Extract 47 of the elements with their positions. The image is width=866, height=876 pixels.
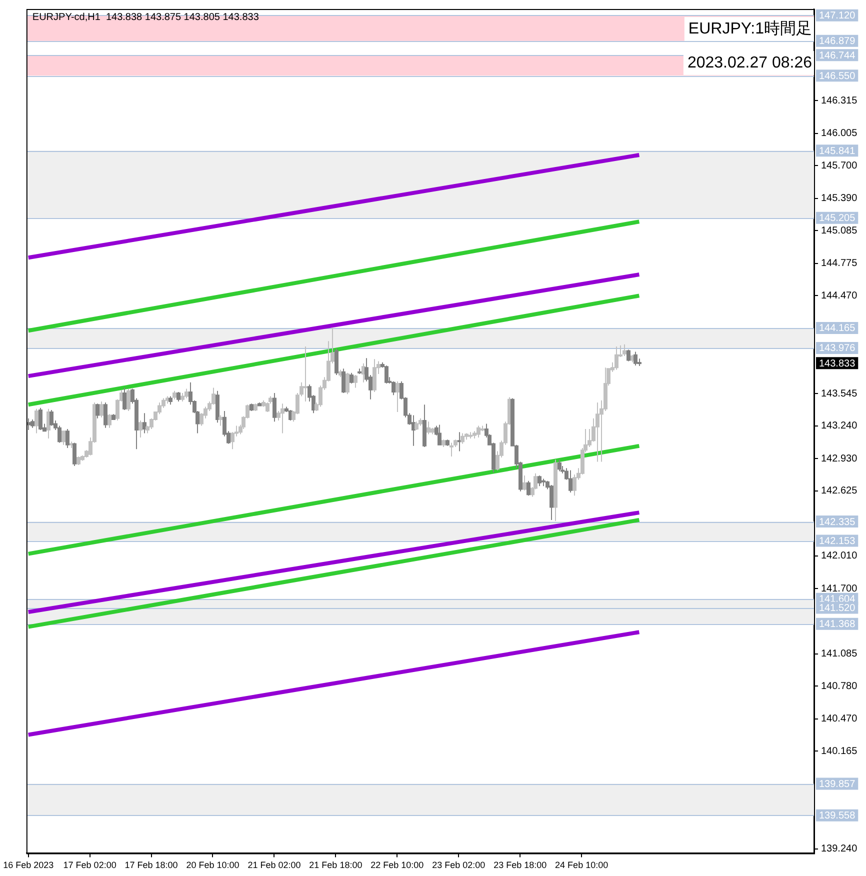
y-tick-label: 140.780 [821, 680, 858, 692]
ref-line-label: 144.165 [819, 323, 856, 334]
ref-line-label: 139.857 [819, 778, 856, 790]
ref-line-label: 146.744 [819, 50, 856, 62]
y-tick-label: 141.700 [821, 583, 858, 594]
y-tick-label: 145.700 [821, 160, 858, 172]
x-tick-label: 17 Feb 02:00 [63, 860, 116, 870]
y-tick-label: 144.470 [821, 290, 858, 302]
x-tick-label: 16 Feb 2023 [3, 860, 54, 870]
y-tick-label: 145.390 [821, 193, 858, 204]
ref-line-label: 142.153 [819, 536, 856, 548]
y-tick-label: 143.240 [821, 420, 858, 432]
ref-line-label: 146.550 [819, 70, 856, 82]
x-tick-label: 24 Feb 10:00 [555, 860, 608, 870]
x-tick-label: 21 Feb 18:00 [309, 860, 362, 870]
ref-line-label: 146.879 [819, 36, 856, 48]
y-tick-label: 144.775 [821, 258, 858, 270]
ref-line-label: 141.368 [819, 619, 856, 630]
y-tick-label: 142.930 [821, 453, 858, 464]
ref-line-label: 145.841 [819, 146, 856, 157]
x-tick-label: 23 Feb 02:00 [432, 860, 486, 870]
ref-line-label: 145.205 [819, 213, 856, 224]
y-tick-label: 142.625 [821, 486, 858, 497]
y-tick-label: 146.315 [821, 95, 858, 106]
y-tick-label: 140.165 [821, 746, 858, 757]
ref-line-label: 141.604 [819, 594, 856, 606]
y-tick-label: 139.240 [821, 844, 858, 855]
ref-line-label: 139.558 [819, 810, 856, 822]
y-tick-label: 140.470 [821, 714, 858, 725]
text: 143.833 [819, 358, 856, 370]
x-tick-label: 20 Feb 10:00 [186, 860, 240, 870]
chart-title: EURJPY-cd,H1 143.838 143.875 143.805 143.833 [32, 12, 260, 23]
x-tick-label: 22 Feb 10:00 [370, 860, 424, 870]
x-tick-label: 23 Feb 18:00 [494, 860, 547, 870]
x-tick-label: 17 Feb 18:00 [124, 860, 178, 870]
y-tick-label: 146.005 [821, 128, 858, 140]
ref-line-label: 142.335 [819, 516, 856, 528]
ref-line-label: 141.520 [819, 603, 856, 614]
x-tick-label: 21 Feb 02:00 [248, 860, 301, 870]
annotation: 2023.02.27 08:26 [687, 54, 812, 72]
y-tick-label: 145.085 [821, 225, 858, 236]
y-tick-label: 143.545 [821, 388, 858, 400]
ref-line-label: 143.976 [819, 343, 856, 354]
y-tick-label: 142.010 [821, 550, 858, 562]
ref-line-label: 147.120 [819, 10, 856, 22]
annotation: EURJPY:1時間足 [688, 19, 812, 38]
y-tick-label: 141.085 [821, 648, 858, 660]
